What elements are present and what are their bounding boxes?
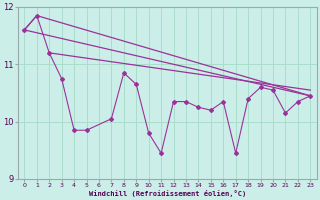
- X-axis label: Windchill (Refroidissement éolien,°C): Windchill (Refroidissement éolien,°C): [89, 190, 246, 197]
